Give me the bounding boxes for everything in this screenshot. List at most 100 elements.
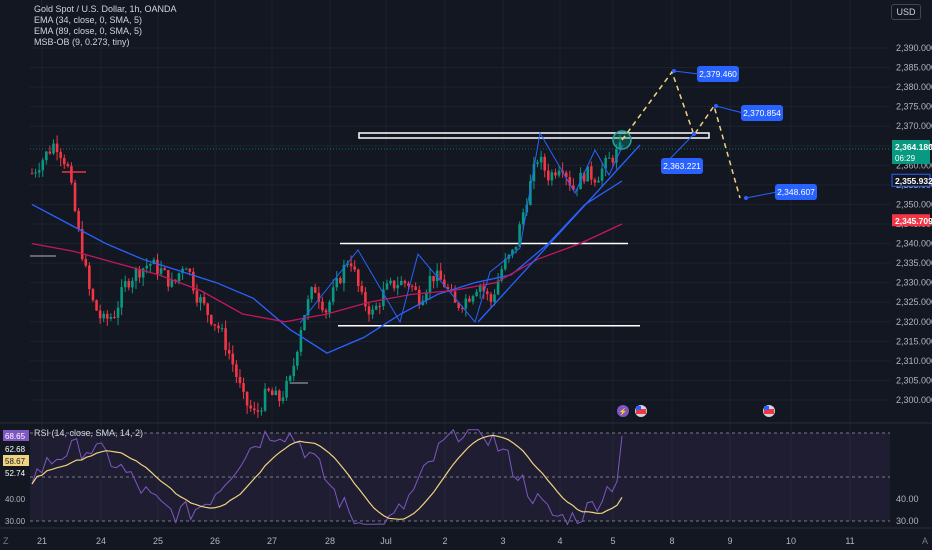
candle-body (95, 300, 98, 311)
candle-body (278, 390, 281, 402)
us-flag-stripes (764, 409, 774, 414)
indicator-ema89[interactable]: EMA (89, close, 0, SMA, 5) (34, 26, 143, 36)
rsi-marker-text: 62.68 (5, 445, 26, 454)
candle-body (335, 278, 339, 288)
price-axis-tick: 2,370.000 (896, 121, 932, 131)
rsi-legend[interactable]: RSI (14, close, SMA, 14, 2) (34, 428, 144, 438)
candle-body (521, 212, 525, 225)
candle-body (105, 313, 109, 319)
candle-body (321, 301, 324, 311)
candle-body (536, 162, 539, 164)
projection-point (714, 104, 718, 108)
candle-body (91, 289, 95, 301)
candle-body (123, 281, 127, 288)
ema89-line (31, 223, 623, 323)
candle-body (62, 158, 66, 165)
candle-body (564, 172, 568, 178)
candle-body (274, 390, 278, 396)
candle-body (572, 185, 575, 190)
projection-point (692, 132, 696, 136)
candle-body (37, 170, 41, 173)
candle-body (607, 157, 611, 159)
candle-body (52, 143, 55, 154)
price-marker-text: 2,355.932 (895, 176, 932, 186)
candle-body (539, 156, 543, 163)
countdown-text: 06:29 (895, 154, 916, 163)
projection-leader (673, 70, 700, 75)
candle-body (493, 294, 496, 302)
candle-body (324, 310, 328, 313)
candle-body (389, 280, 392, 284)
candle-body (432, 275, 435, 282)
candle-body (127, 281, 131, 288)
candle-body (618, 142, 622, 150)
candle-body (299, 330, 303, 352)
candle-body (428, 275, 432, 293)
candle-body (242, 383, 245, 392)
candle-body (590, 166, 593, 180)
candle-body (80, 228, 84, 260)
rsi-axis-tick: 40.00 (896, 494, 919, 504)
candle-body (503, 258, 507, 270)
flash-event-glyph: ⚡ (619, 407, 628, 416)
projection-leader (715, 105, 744, 114)
candle-body (285, 380, 288, 398)
price-axis-tick: 2,360.000 (896, 160, 932, 170)
candle-body (45, 151, 48, 161)
price-axis-tick: 2,375.000 (896, 102, 932, 112)
candle-body (403, 280, 407, 284)
price-axis-tick: 2,320.000 (896, 317, 932, 327)
candle-body (145, 265, 149, 269)
candle-body (396, 285, 400, 289)
candle-body (597, 180, 600, 183)
candle-body (296, 351, 299, 366)
time-axis-label: 4 (557, 536, 562, 546)
candle-body (353, 266, 356, 270)
symbol-title[interactable]: Gold Spot / U.S. Dollar, 1h, OANDA (34, 4, 177, 14)
candle-body (443, 279, 446, 288)
time-axis-label: 3 (500, 536, 505, 546)
ema34-line (31, 180, 623, 354)
rsi-marker (3, 443, 29, 454)
candle-body (163, 268, 166, 271)
rsi-ma-line (31, 434, 623, 520)
candle-body (113, 317, 116, 319)
price-axis-tick: 2,390.000 (896, 43, 932, 53)
candle-body (425, 292, 428, 301)
candle-body (249, 405, 253, 409)
projection-label-text: 2,379.460 (699, 69, 737, 79)
currency-button[interactable]: USD (891, 4, 921, 20)
candle-body (260, 410, 263, 412)
candle-body (109, 317, 113, 319)
candle-body (399, 280, 403, 286)
candle-body (131, 280, 134, 288)
time-axis-label: 8 (669, 536, 674, 546)
candle-body (464, 298, 468, 309)
candle-body (134, 269, 138, 281)
candle-body (270, 390, 274, 396)
price-marker-text: 2,345.709 (895, 216, 932, 226)
indicator-ema34[interactable]: EMA (34, close, 0, SMA, 5) (34, 15, 143, 25)
candle-body (152, 259, 156, 265)
candle-body (414, 286, 417, 290)
candle-body (500, 269, 503, 281)
time-axis-label: 5 (610, 536, 615, 546)
price-axis-tick: 2,380.000 (896, 82, 932, 92)
candle-body (475, 291, 478, 297)
time-axis-label: 25 (153, 536, 163, 546)
candle-body (468, 298, 471, 302)
candle-body (446, 287, 450, 290)
candle-body (550, 172, 554, 181)
indicator-msb-ob[interactable]: MSB-OB (9, 0.273, tiny) (34, 37, 130, 47)
time-axis-label: 11 (845, 536, 854, 546)
candle-body (227, 350, 231, 354)
candle-body (435, 270, 439, 282)
candle-body (460, 307, 464, 309)
candle-body (34, 172, 37, 174)
candle-body (382, 289, 385, 307)
price-marker-text: 2,364.180 (895, 142, 932, 152)
candle-body (392, 280, 396, 289)
candle-body (141, 268, 145, 278)
candle-body (471, 296, 475, 302)
